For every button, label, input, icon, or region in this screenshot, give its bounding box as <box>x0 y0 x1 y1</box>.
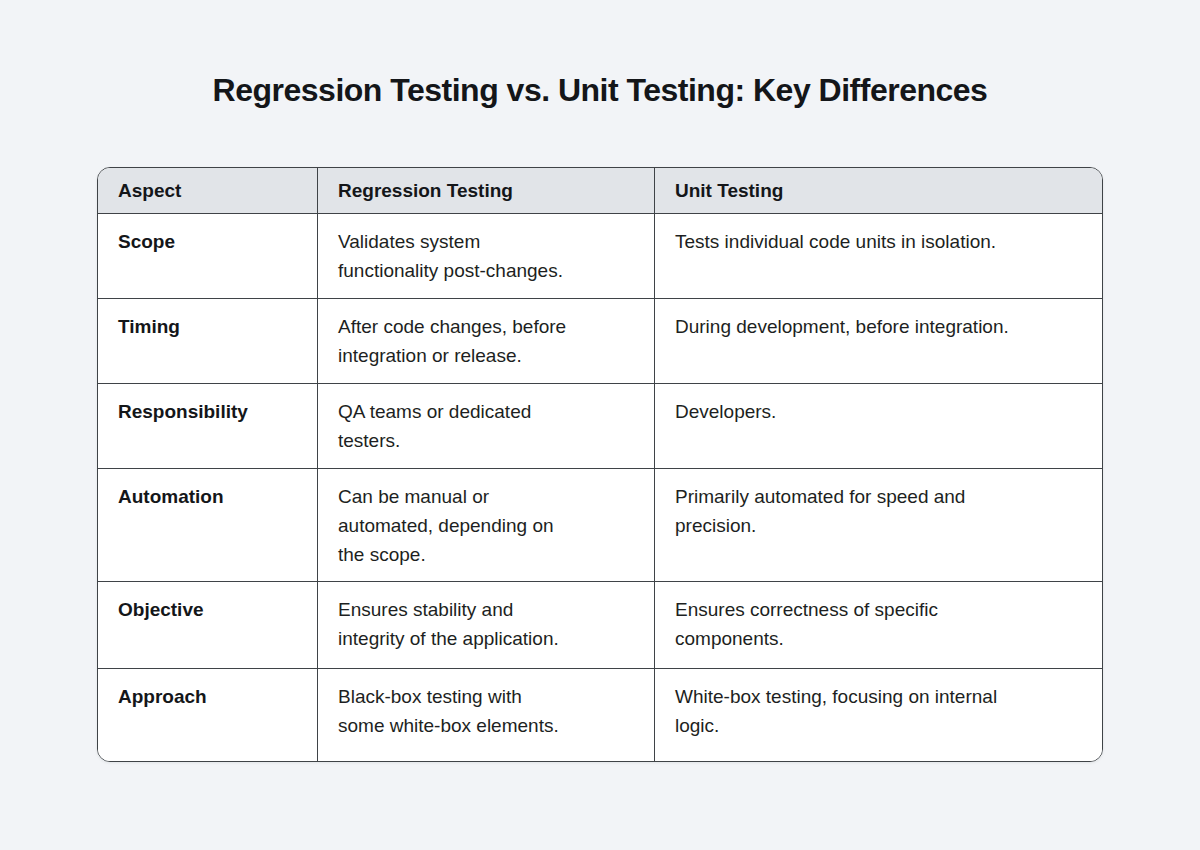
column-header-unit-testing: Unit Testing <box>654 168 1102 213</box>
cell-text: After code changes, before integration o… <box>338 312 573 370</box>
comparison-table: Aspect Regression Testing Unit Testing S… <box>97 167 1103 762</box>
cell-text: Primarily automated for speed and precis… <box>675 482 1020 540</box>
aspect-label: Timing <box>98 299 317 383</box>
unit-cell: During development, before integration. <box>654 299 1102 383</box>
cell-text: Tests individual code units in isolation… <box>675 227 1020 256</box>
cell-text: Ensures stability and integrity of the a… <box>338 595 573 653</box>
column-header-regression-testing: Regression Testing <box>317 168 654 213</box>
regression-cell: QA teams or dedicated testers. <box>317 384 654 468</box>
cell-text: Can be manual or automated, depending on… <box>338 482 573 569</box>
cell-text: Developers. <box>675 397 1020 426</box>
regression-cell: After code changes, before integration o… <box>317 299 654 383</box>
aspect-label: Objective <box>98 582 317 668</box>
aspect-label: Automation <box>98 469 317 581</box>
unit-cell: White-box testing, focusing on internal … <box>654 669 1102 761</box>
cell-text: QA teams or dedicated testers. <box>338 397 573 455</box>
regression-cell: Ensures stability and integrity of the a… <box>317 582 654 668</box>
table-row-responsibility: Responsibility QA teams or dedicated tes… <box>98 383 1102 468</box>
regression-cell: Black-box testing with some white-box el… <box>317 669 654 761</box>
cell-text: Black-box testing with some white-box el… <box>338 682 573 740</box>
aspect-label: Approach <box>98 669 317 761</box>
cell-text: White-box testing, focusing on internal … <box>675 682 1020 740</box>
aspect-label: Responsibility <box>98 384 317 468</box>
aspect-label: Scope <box>98 214 317 298</box>
table-row-automation: Automation Can be manual or automated, d… <box>98 468 1102 581</box>
regression-cell: Can be manual or automated, depending on… <box>317 469 654 581</box>
column-header-aspect: Aspect <box>98 168 317 213</box>
regression-cell: Validates system functionality post-chan… <box>317 214 654 298</box>
table-row-timing: Timing After code changes, before integr… <box>98 298 1102 383</box>
table-header-row: Aspect Regression Testing Unit Testing <box>98 168 1102 213</box>
unit-cell: Ensures correctness of specific componen… <box>654 582 1102 668</box>
cell-text: Validates system functionality post-chan… <box>338 227 573 285</box>
page-title: Regression Testing vs. Unit Testing: Key… <box>0 72 1200 109</box>
unit-cell: Developers. <box>654 384 1102 468</box>
unit-cell: Tests individual code units in isolation… <box>654 214 1102 298</box>
table-row-scope: Scope Validates system functionality pos… <box>98 213 1102 298</box>
table-row-objective: Objective Ensures stability and integrit… <box>98 581 1102 668</box>
unit-cell: Primarily automated for speed and precis… <box>654 469 1102 581</box>
table-row-approach: Approach Black-box testing with some whi… <box>98 668 1102 761</box>
cell-text: During development, before integration. <box>675 312 1020 341</box>
cell-text: Ensures correctness of specific componen… <box>675 595 1020 653</box>
